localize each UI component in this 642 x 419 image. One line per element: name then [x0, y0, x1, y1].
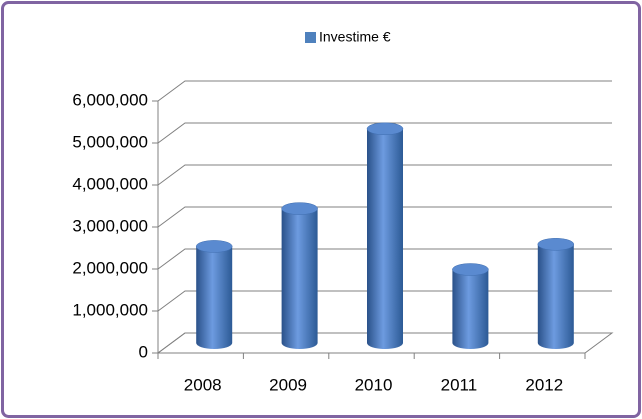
grid-line [157, 206, 612, 228]
bar [195, 240, 233, 349]
bar-body [452, 269, 489, 349]
y-tick-label: 3,000,000 [72, 216, 148, 235]
grid-line [157, 80, 612, 102]
grid-line [157, 164, 612, 186]
bar-top [537, 238, 575, 251]
bar [537, 238, 575, 349]
x-tick-label: 2012 [525, 375, 563, 394]
bar-body [196, 246, 233, 349]
bar-body [281, 208, 318, 349]
bar-body [537, 244, 574, 349]
x-tick-label: 2008 [184, 375, 222, 394]
bar [281, 202, 318, 349]
y-tick-label: 2,000,000 [72, 258, 148, 277]
y-tick-label: 1,000,000 [72, 300, 148, 319]
grid-line [157, 122, 612, 144]
legend-swatch [305, 32, 316, 43]
x-tick-label: 2011 [441, 375, 478, 394]
bar-top [452, 263, 489, 276]
bar [452, 263, 489, 349]
bar-body [367, 128, 403, 349]
y-tick-label: 4,000,000 [72, 174, 148, 193]
legend-label: Investime € [319, 29, 391, 45]
bar-top [281, 202, 318, 215]
x-tick-label: 2010 [355, 375, 393, 394]
y-tick-label: 6,000,000 [72, 90, 148, 109]
bar [366, 122, 404, 349]
y-tick-label: 5,000,000 [72, 132, 148, 151]
bar-top [366, 122, 404, 136]
y-tick-label: 0 [139, 342, 148, 361]
bar-top [195, 240, 233, 253]
grid-line [157, 248, 612, 270]
x-tick-label: 2009 [269, 375, 307, 394]
